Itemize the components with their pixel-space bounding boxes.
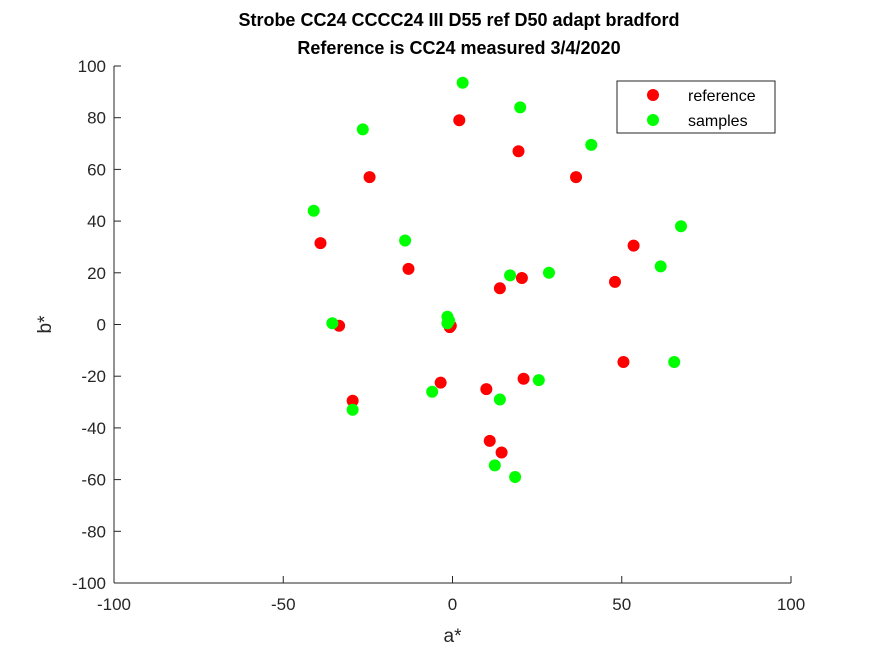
- samples-point: [504, 269, 517, 282]
- samples-point: [585, 138, 598, 151]
- y-tick-label: -60: [81, 471, 106, 490]
- reference-point: [493, 282, 506, 295]
- samples-point: [514, 101, 527, 114]
- reference-point: [453, 114, 466, 127]
- samples-point: [668, 355, 681, 368]
- samples-point: [356, 123, 369, 136]
- y-tick-label: 0: [97, 316, 106, 335]
- y-tick-label: -100: [72, 574, 106, 593]
- samples-point: [654, 260, 667, 273]
- samples-point: [307, 204, 320, 217]
- reference-point: [314, 237, 327, 250]
- legend: reference samples: [616, 80, 776, 134]
- legend-label-samples: samples: [688, 113, 748, 130]
- reference-point: [515, 271, 528, 284]
- legend-label-reference: reference: [688, 88, 756, 105]
- x-axis-label: a*: [444, 626, 463, 647]
- reference-point: [512, 145, 525, 158]
- data-points: [307, 76, 687, 484]
- reference-point: [346, 394, 359, 407]
- samples-point: [674, 220, 687, 233]
- y-tick-label: 100: [78, 57, 106, 76]
- chart-title: Strobe CC24 CCCC24 III D55 ref D50 adapt…: [238, 10, 679, 30]
- y-tick-label: 20: [87, 264, 106, 283]
- y-tick-label: -20: [81, 367, 106, 386]
- reference-point: [617, 355, 630, 368]
- reference-point: [517, 372, 530, 385]
- samples-point: [532, 374, 545, 387]
- samples-point: [488, 459, 501, 472]
- reference-point: [480, 383, 493, 396]
- y-axis-label: b*: [35, 315, 56, 334]
- samples-point: [542, 266, 555, 279]
- samples-point: [326, 317, 339, 330]
- reference-point: [627, 239, 640, 252]
- x-tick-label: -50: [271, 595, 296, 614]
- x-tick-label: 50: [612, 595, 631, 614]
- legend-box: [616, 80, 776, 134]
- y-tick-label: 40: [87, 212, 106, 231]
- reference-point: [363, 171, 376, 184]
- samples-point: [493, 393, 506, 406]
- reference-point: [434, 376, 447, 389]
- chart-subtitle: Reference is CC24 measured 3/4/2020: [297, 38, 620, 58]
- x-tick-label: -100: [97, 595, 131, 614]
- x-tick-label: 100: [777, 595, 805, 614]
- samples-point: [346, 403, 359, 416]
- samples-point: [399, 234, 412, 247]
- series-samples: [307, 76, 687, 484]
- samples-point: [426, 385, 439, 398]
- legend-marker-reference: [647, 89, 659, 101]
- series-reference: [314, 114, 640, 459]
- y-tick-label: 80: [87, 109, 106, 128]
- samples-point: [441, 317, 454, 330]
- reference-point: [570, 171, 583, 184]
- legend-marker-samples: [647, 114, 659, 126]
- reference-point: [495, 446, 508, 459]
- reference-point: [402, 262, 415, 275]
- samples-point: [456, 76, 469, 89]
- axes: -100 -50 0 50 100 -100 -80 -60 -40 -20 0 20 40 60 80 10…: [72, 57, 805, 614]
- reference-point: [608, 275, 621, 288]
- x-tick-label: 0: [448, 595, 457, 614]
- reference-point: [483, 434, 496, 447]
- y-tick-label: 60: [87, 160, 106, 179]
- y-tick-label: -40: [81, 419, 106, 438]
- y-tick-label: -80: [81, 522, 106, 541]
- samples-point: [509, 471, 522, 484]
